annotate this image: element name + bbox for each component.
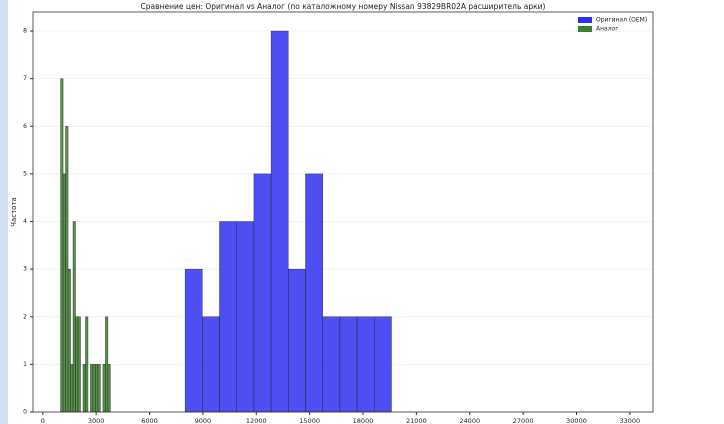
bar xyxy=(60,78,64,413)
y-tick-label: 0 xyxy=(23,409,27,416)
bar xyxy=(339,316,358,413)
y-tick-label: 3 xyxy=(23,266,27,273)
x-tick-label: 27000 xyxy=(513,417,534,424)
y-tick-label: 4 xyxy=(23,218,27,225)
bar xyxy=(65,126,69,413)
bar xyxy=(70,364,74,413)
x-tick-label: 0 xyxy=(41,417,45,424)
bar xyxy=(90,364,94,413)
bar xyxy=(356,316,375,413)
x-tick-label: 3000 xyxy=(88,417,105,424)
x-tick-label: 30000 xyxy=(566,417,587,424)
bar xyxy=(102,364,106,413)
bar xyxy=(288,268,306,413)
bar xyxy=(85,316,89,413)
bar xyxy=(322,316,341,413)
x-tick-label: 21000 xyxy=(406,417,427,424)
bar xyxy=(305,173,323,413)
y-tick-label: 5 xyxy=(23,170,27,177)
bar xyxy=(97,364,101,413)
legend-swatch xyxy=(578,26,592,32)
legend-swatch xyxy=(578,17,592,23)
bar xyxy=(95,364,99,413)
chart-title: Сравнение цен: Оригинал vs Аналог (по ка… xyxy=(141,2,546,11)
x-tick-label: 6000 xyxy=(141,417,158,424)
bar xyxy=(105,316,109,413)
bar xyxy=(219,221,237,413)
y-tick-label: 1 xyxy=(23,361,27,368)
bar xyxy=(77,316,81,413)
bar xyxy=(62,173,66,413)
bar xyxy=(236,221,255,413)
x-tick-label: 33000 xyxy=(620,417,641,424)
x-tick-label: 18000 xyxy=(353,417,374,424)
y-axis-label: Частота xyxy=(10,197,18,227)
bar xyxy=(92,364,96,413)
bar xyxy=(202,316,220,413)
bar xyxy=(107,364,111,413)
legend-label: Оригинал (OEM) xyxy=(596,17,647,24)
bar xyxy=(270,30,289,413)
bar xyxy=(72,221,76,413)
x-tick-label: 24000 xyxy=(459,417,480,424)
bar xyxy=(82,364,86,413)
bar xyxy=(75,316,79,413)
y-tick-label: 8 xyxy=(23,28,27,35)
x-tick-label: 15000 xyxy=(299,417,320,424)
legend-label: Аналог xyxy=(596,26,618,33)
y-tick-label: 6 xyxy=(23,123,27,130)
plot-frame xyxy=(32,11,654,413)
bar xyxy=(374,316,392,413)
x-tick-label: 12000 xyxy=(246,417,267,424)
bar xyxy=(184,268,203,413)
bar xyxy=(67,268,71,413)
y-tick-label: 7 xyxy=(23,75,27,82)
x-tick-label: 9000 xyxy=(195,417,212,424)
y-tick-label: 2 xyxy=(23,313,27,320)
bar xyxy=(253,173,272,413)
